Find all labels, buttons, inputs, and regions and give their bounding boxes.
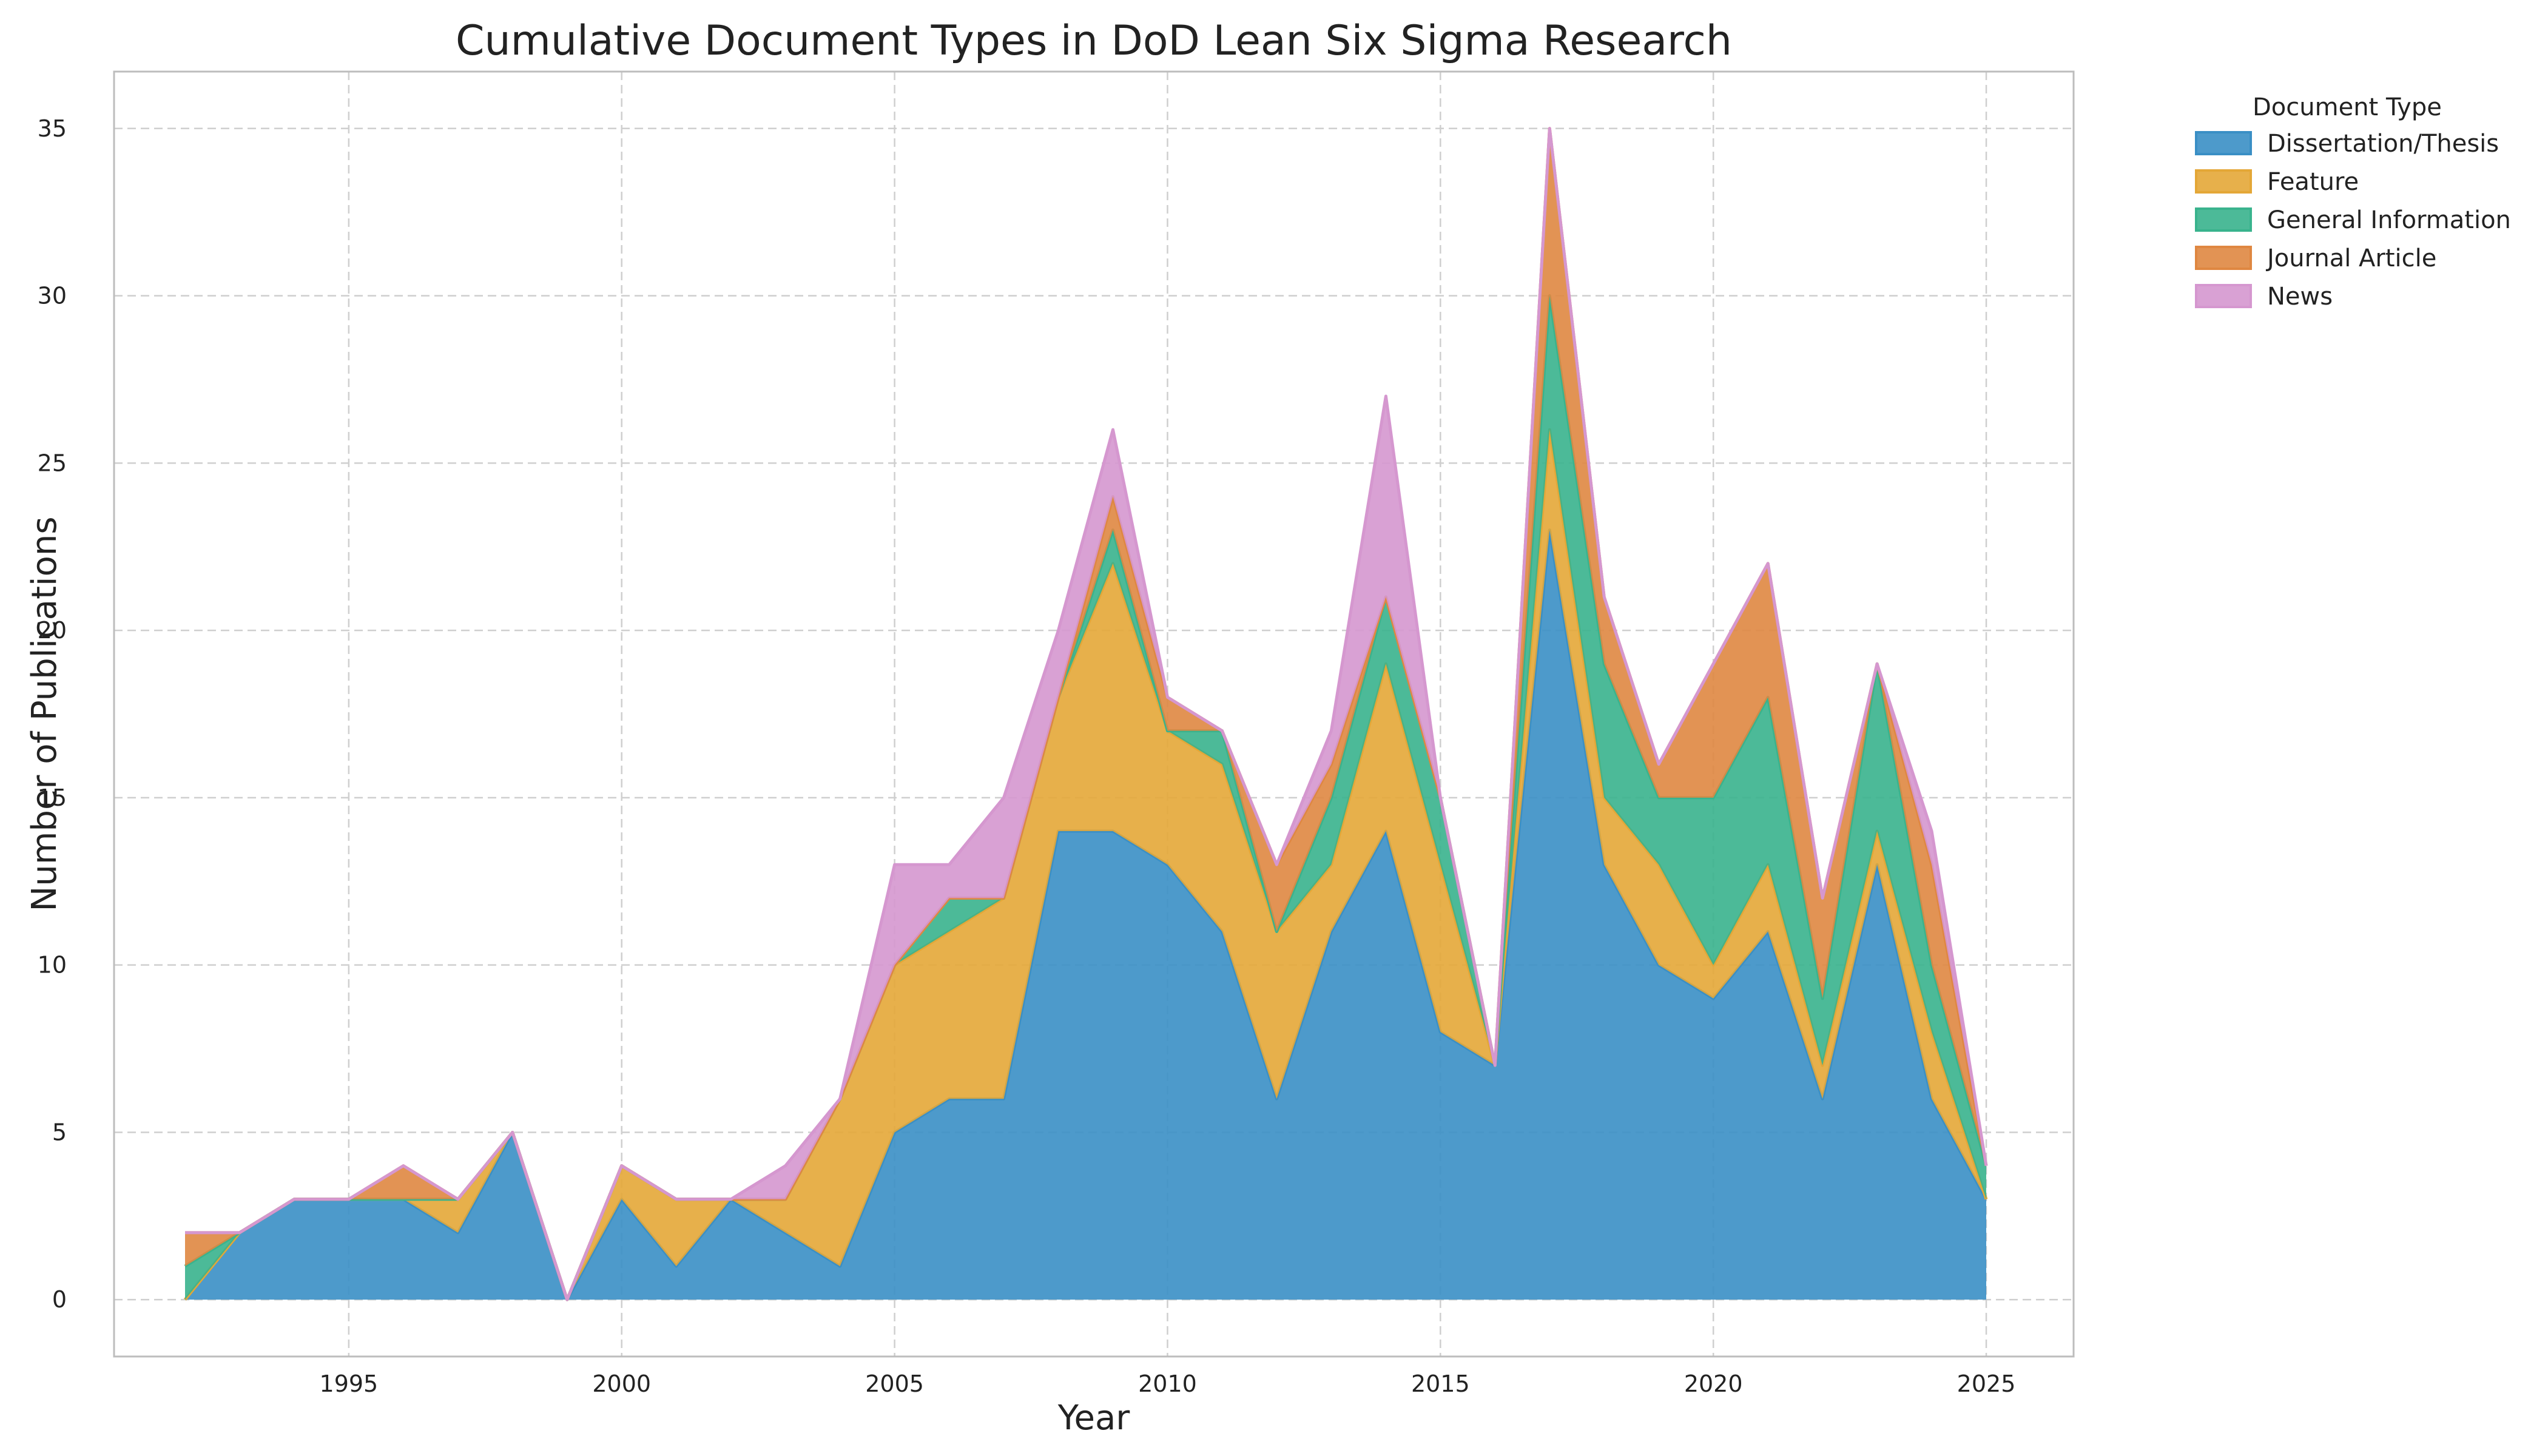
y-tick-label: 10 xyxy=(38,952,67,979)
area-feature xyxy=(185,430,1986,1300)
legend-label-news: News xyxy=(2267,283,2333,311)
plot-frame xyxy=(113,70,2075,1358)
legend-swatch-feature xyxy=(2195,169,2252,194)
x-tick-label: 2000 xyxy=(592,1370,651,1397)
y-tick-label: 30 xyxy=(38,283,67,309)
x-tick-label: 1995 xyxy=(320,1370,379,1397)
area-dissertation-thesis xyxy=(185,530,1986,1300)
legend-label-feature: Feature xyxy=(2267,168,2359,196)
y-tick-label: 5 xyxy=(52,1119,67,1145)
x-tick-label: 2020 xyxy=(1684,1370,1743,1397)
legend-swatch-news xyxy=(2195,284,2252,308)
chart-title: Cumulative Document Types in DoD Lean Si… xyxy=(456,17,1732,65)
y-tick-label: 0 xyxy=(52,1286,67,1313)
area-general-information xyxy=(185,295,1986,1300)
y-tick-label: 25 xyxy=(38,450,67,476)
x-tick-label: 2005 xyxy=(865,1370,924,1397)
area-edge-news xyxy=(185,127,1988,1301)
axis-ticks: 1995 2000 2005 2010 2015 2020 2025051015202530… xyxy=(38,115,2016,1397)
legend-label-dissertation-thesis: Dissertation/Thesis xyxy=(2267,130,2499,158)
x-axis-label: Year xyxy=(1057,1398,1131,1438)
y-tick-label: 35 xyxy=(38,115,67,142)
legend-swatch-general-information xyxy=(2195,207,2252,232)
legend-label-general-information: General Information xyxy=(2267,206,2511,234)
legend-label-journal-article: Journal Article xyxy=(2265,244,2436,272)
x-tick-label: 2015 xyxy=(1411,1370,1470,1397)
plot-areas xyxy=(184,127,1988,1301)
y-tick-label: 15 xyxy=(38,784,67,811)
legend-title: Document Type xyxy=(2253,93,2442,121)
y-tick-label: 20 xyxy=(38,617,67,644)
y-axis-label: Number of Publications xyxy=(25,516,64,911)
x-tick-label: 2010 xyxy=(1138,1370,1197,1397)
x-tick-label: 2025 xyxy=(1957,1370,2016,1397)
legend: Document Type Dissertation/Thesis Feature… xyxy=(2195,93,2511,311)
legend-swatch-dissertation-thesis xyxy=(2195,131,2252,155)
legend-swatch-journal-article xyxy=(2195,246,2252,270)
area-journal-article xyxy=(185,128,1986,1300)
